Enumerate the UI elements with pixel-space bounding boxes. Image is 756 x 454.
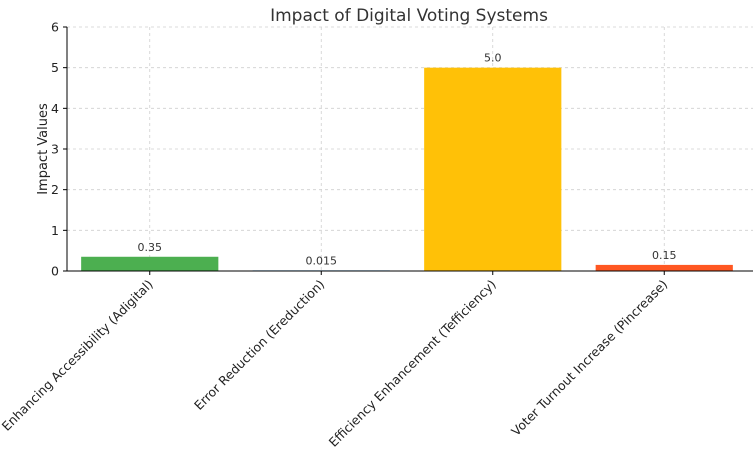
value-label: 5.0 (484, 52, 502, 65)
y-tick-label: 1 (51, 223, 59, 238)
bar-4 (595, 264, 733, 271)
y-tick-label: 2 (51, 182, 59, 197)
grid (67, 26, 753, 272)
value-label: 0.015 (306, 254, 338, 267)
bars (81, 67, 733, 272)
y-ticks: 0 1 2 3 4 5 6 (51, 20, 67, 279)
bar-1 (81, 256, 219, 271)
x-tick-label: Error Reduction (Ereduction) (191, 277, 327, 413)
chart-title: Impact of Digital Voting Systems (270, 6, 548, 26)
value-label: 0.15 (652, 249, 677, 262)
y-tick-label: 4 (51, 101, 59, 116)
y-tick-label: 5 (51, 60, 59, 75)
x-ticks: Enhancing Accessibility (Adigital) Error … (0, 271, 670, 450)
x-tick-label: Enhancing Accessibility (Adigital) (0, 277, 156, 434)
x-tick-label: Efficiency Enhancement (Tefficiency) (326, 277, 499, 450)
y-tick-label: 0 (51, 264, 59, 279)
value-labels: 0.35 0.015 5.0 0.15 (138, 52, 677, 268)
y-axis-title: Impact Values (36, 103, 51, 195)
y-tick-label: 3 (51, 142, 59, 157)
y-tick-label: 6 (51, 20, 59, 35)
value-label: 0.35 (138, 241, 163, 254)
bar-3 (424, 67, 562, 272)
x-tick-label: Voter Turnout Increase (Pincrease) (508, 277, 670, 439)
